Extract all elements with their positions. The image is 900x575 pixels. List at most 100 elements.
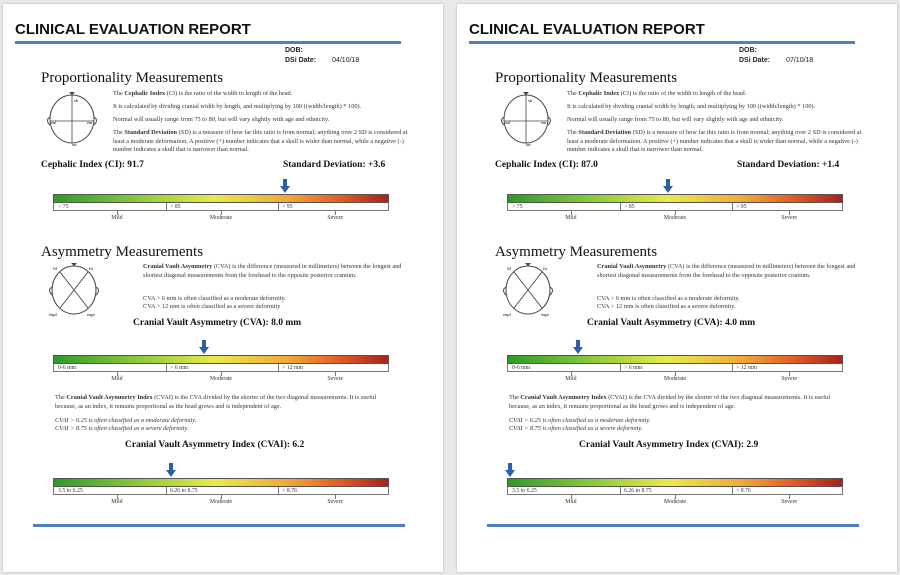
threshold-row: 3.5 to 6.25 6.26 to 8.75 > 8.76 <box>507 487 843 495</box>
threshold-row: > 75 > 85 > 95 <box>507 203 843 211</box>
severity-category-label: Severe <box>781 376 798 382</box>
scale-marker-arrow-icon <box>572 340 583 354</box>
report-title: CLINICAL EVALUATION REPORT <box>15 21 251 38</box>
ci-normal-range: Normal will usually range from 75 to 80,… <box>567 116 784 123</box>
diagram-label-ftl: ftl <box>507 266 512 271</box>
threshold-label: > 85 <box>624 204 635 210</box>
severity-category-label: Mild <box>111 499 123 505</box>
threshold-label: > 95 <box>282 204 293 210</box>
head-diagonal-diagram: ftl ftr eupl eupr <box>503 263 553 317</box>
severity-category-label: Moderate <box>663 499 687 505</box>
cvai-result: Cranial Vault Asymmetry Index (CVAI): 2.… <box>579 440 759 450</box>
title-rule <box>15 41 401 44</box>
severity-category-label: Severe <box>781 215 798 221</box>
threshold-divider <box>166 364 167 372</box>
category-tick <box>675 211 676 215</box>
dsi-date-row: DSi Date: 04/10/18 <box>285 57 359 64</box>
severity-category-label: Mild <box>565 499 577 505</box>
threshold-label: 6.26 to 8.75 <box>624 488 652 494</box>
severity-gradient-bar <box>53 478 389 487</box>
cva-scale: 0-6 mm > 6 mm > 12 mm Mild Moderate Severe <box>53 340 389 383</box>
threshold-row: > 75 > 85 > 95 <box>53 203 389 211</box>
severity-gradient-bar <box>53 355 389 364</box>
threshold-divider <box>278 487 279 495</box>
diagram-label-eul: eul <box>51 120 57 125</box>
standard-deviation-result: Standard Deviation: +3.6 <box>283 160 386 170</box>
cva-definition: Cranial Vault Asymmetry (CVA) is the dif… <box>597 263 856 279</box>
severity-category-label: Mild <box>565 215 577 221</box>
threshold-label: > 12 mm <box>282 365 303 371</box>
cephalic-index-result: Cephalic Index (CI): 91.7 <box>41 160 144 170</box>
cvai-severe-note: CVAI > 8.75 is often classified as a sev… <box>509 425 643 432</box>
asymmetry-heading: Asymmetry Measurements <box>41 244 204 260</box>
severity-gradient-bar <box>53 194 389 203</box>
threshold-row: 0-6 mm > 6 mm > 12 mm <box>53 364 389 372</box>
ci-calculation: It is calculated by dividing cranial wid… <box>567 103 816 110</box>
scale-marker-arrow-icon <box>279 179 290 193</box>
standard-deviation-result: Standard Deviation: +1.4 <box>737 160 840 170</box>
category-tick <box>116 495 118 499</box>
proportionality-heading: Proportionality Measurements <box>41 70 224 86</box>
cvai-moderate-note: CVAI > 6.25 is often classified as a mod… <box>509 417 651 424</box>
ci-scale: > 75 > 85 > 95 Mild Moderate Severe <box>53 172 389 222</box>
category-tick <box>116 211 118 215</box>
severity-gradient-bar <box>507 478 843 487</box>
category-tick <box>116 372 118 376</box>
severity-category-label: Mild <box>565 376 577 382</box>
report-title: CLINICAL EVALUATION REPORT <box>469 21 705 38</box>
category-tick <box>335 372 337 376</box>
threshold-label: > 85 <box>170 204 181 210</box>
threshold-divider <box>620 203 621 211</box>
report-page-right: CLINICAL EVALUATION REPORT DOB: DSi Date… <box>457 4 897 572</box>
threshold-label: > 12 mm <box>736 365 757 371</box>
threshold-label: > 6 mm <box>624 365 643 371</box>
head-diagonal-diagram: ftl ftr eupl eupr <box>49 263 99 317</box>
category-tick <box>335 495 337 499</box>
diagram-label-eupr: eupr <box>541 312 549 317</box>
threshold-divider <box>620 364 621 372</box>
severity-gradient-bar <box>507 194 843 203</box>
scale-marker-arrow-icon <box>663 179 674 193</box>
cva-result: Cranial Vault Asymmetry (CVA): 8.0 mm <box>133 318 302 328</box>
severity-category-label: Severe <box>781 499 798 505</box>
severity-category-label: Moderate <box>209 499 233 505</box>
severity-category-label: Mild <box>111 215 123 221</box>
severity-category-label: Moderate <box>663 215 687 221</box>
severity-category-label: Moderate <box>209 376 233 382</box>
category-tick <box>570 211 572 215</box>
category-tick <box>675 495 676 499</box>
diagram-label-eupl: eupl <box>49 312 57 317</box>
dsi-date-value: 04/10/18 <box>332 57 360 64</box>
cvai-definition: The Cranial Vault Asymmetry Index (CVAI)… <box>509 394 831 410</box>
threshold-label: 0-6 mm <box>58 365 77 371</box>
category-tick <box>221 211 222 215</box>
threshold-label: > 75 <box>512 204 523 210</box>
category-tick <box>335 211 337 215</box>
footer-rule <box>33 524 405 527</box>
ci-definition: The Cephalic Index (CI) is the ratio of … <box>113 90 293 97</box>
severity-category-label: Moderate <box>209 215 233 221</box>
category-tick <box>789 495 791 499</box>
threshold-row: 0-6 mm > 6 mm > 12 mm <box>507 364 843 372</box>
threshold-divider <box>732 487 733 495</box>
threshold-label: > 8.76 <box>282 488 297 494</box>
category-tick <box>570 495 572 499</box>
diagram-label-sb: sb <box>528 98 533 103</box>
cvai-result: Cranial Vault Asymmetry Index (CVAI): 6.… <box>125 440 305 450</box>
scale-marker-arrow-icon <box>199 340 210 354</box>
ci-scale: > 75 > 85 > 95 Mild Moderate Severe <box>507 172 843 222</box>
diagram-label-ftr: ftr <box>543 266 548 271</box>
proportionality-heading: Proportionality Measurements <box>495 70 678 86</box>
threshold-divider <box>166 487 167 495</box>
diagram-label-eupl: eupl <box>503 312 511 317</box>
cva-definition: Cranial Vault Asymmetry (CVA) is the dif… <box>143 263 402 279</box>
head-diagram-top-view: sb eul eur op <box>47 92 97 146</box>
cvai-scale: 3.5 to 6.25 6.26 to 8.75 > 8.76 Mild Moderat… <box>53 454 389 506</box>
dob-label: DOB: <box>739 47 757 54</box>
threshold-divider <box>620 487 621 495</box>
scale-marker-arrow-icon <box>505 463 516 477</box>
severity-category-label: Severe <box>327 499 344 505</box>
cva-scale: 0-6 mm > 6 mm > 12 mm Mild Moderate Severe <box>507 340 843 383</box>
dsi-date-value: 07/10/18 <box>786 57 814 64</box>
category-tick <box>221 495 222 499</box>
